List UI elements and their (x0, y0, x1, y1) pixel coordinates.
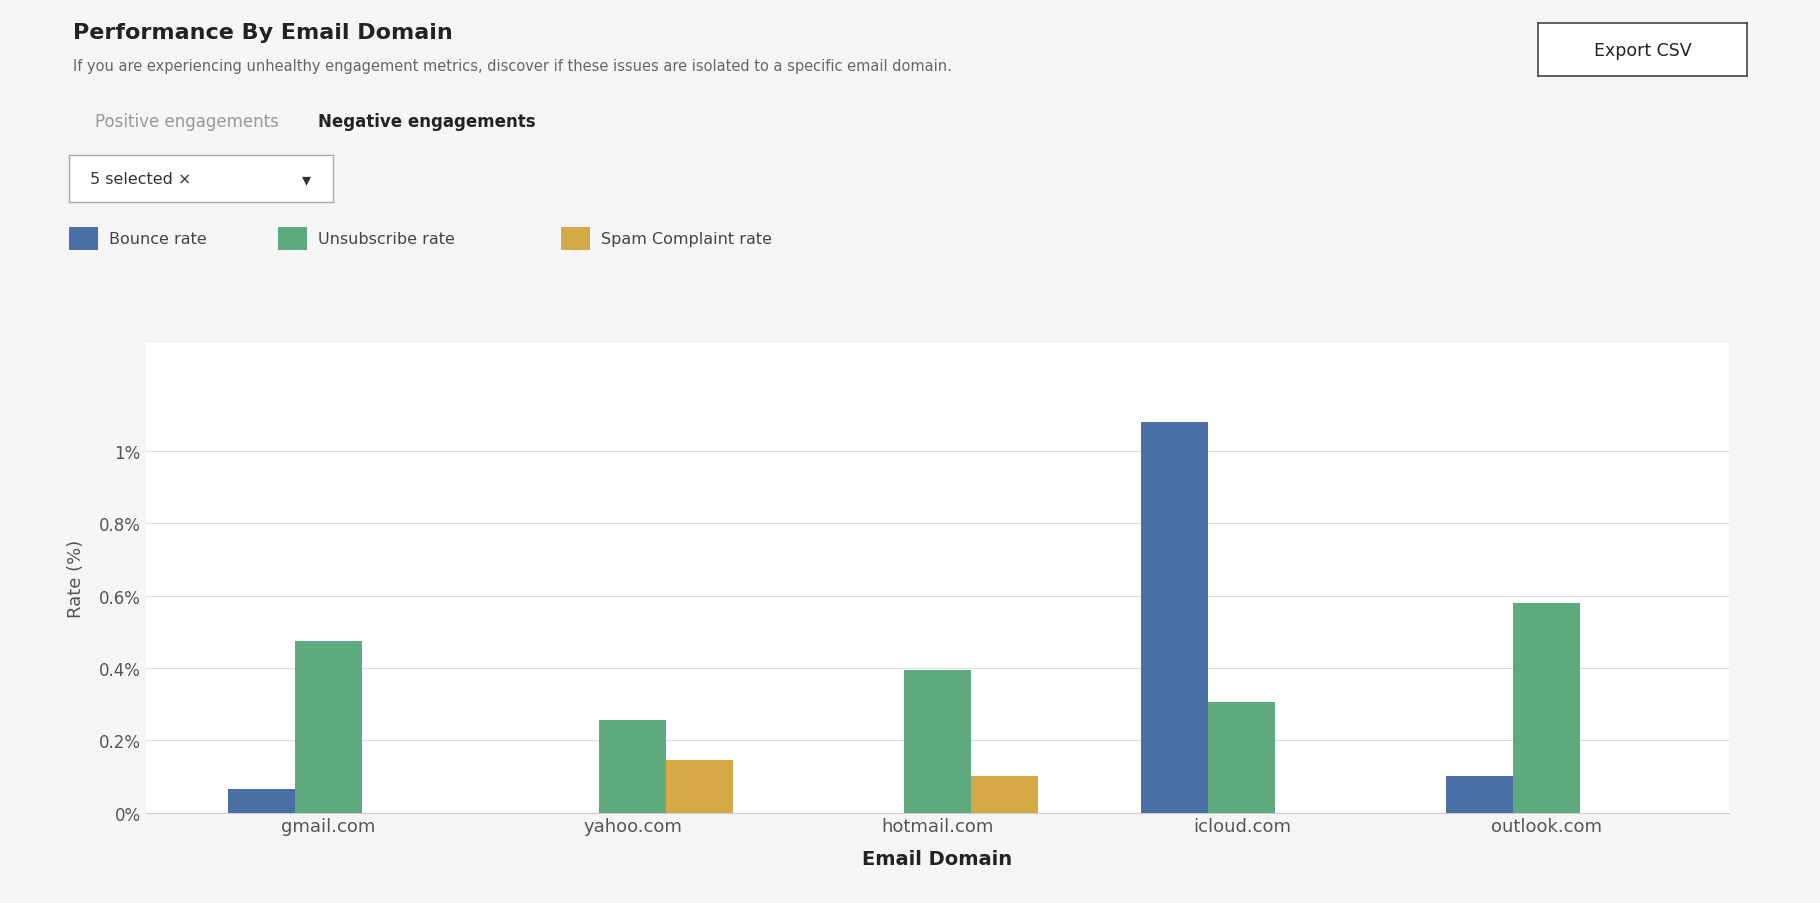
Bar (1141, 423, 1208, 813)
Bar (228, 789, 295, 813)
Bar (905, 670, 970, 813)
Text: If you are experiencing unhealthy engagement metrics, discover if these issues a: If you are experiencing unhealthy engage… (73, 59, 952, 74)
Text: Spam Complaint rate: Spam Complaint rate (601, 232, 772, 247)
Bar (1208, 703, 1276, 813)
Text: Bounce rate: Bounce rate (109, 232, 207, 247)
Bar (599, 721, 666, 813)
Bar (1512, 603, 1580, 813)
Text: Performance By Email Domain: Performance By Email Domain (73, 23, 453, 42)
Bar (970, 777, 1037, 813)
Text: Positive engagements: Positive engagements (95, 113, 278, 131)
X-axis label: Email Domain: Email Domain (863, 850, 1012, 869)
Y-axis label: Rate (%): Rate (%) (67, 539, 86, 617)
Text: Unsubscribe rate: Unsubscribe rate (318, 232, 455, 247)
Bar (1445, 777, 1512, 813)
Text: Negative engagements: Negative engagements (318, 113, 537, 131)
Text: ▾: ▾ (302, 171, 311, 189)
Bar (295, 641, 362, 813)
Bar (666, 760, 733, 813)
Text: Export CSV: Export CSV (1594, 42, 1691, 60)
Text: 5 selected ×: 5 selected × (91, 172, 191, 187)
